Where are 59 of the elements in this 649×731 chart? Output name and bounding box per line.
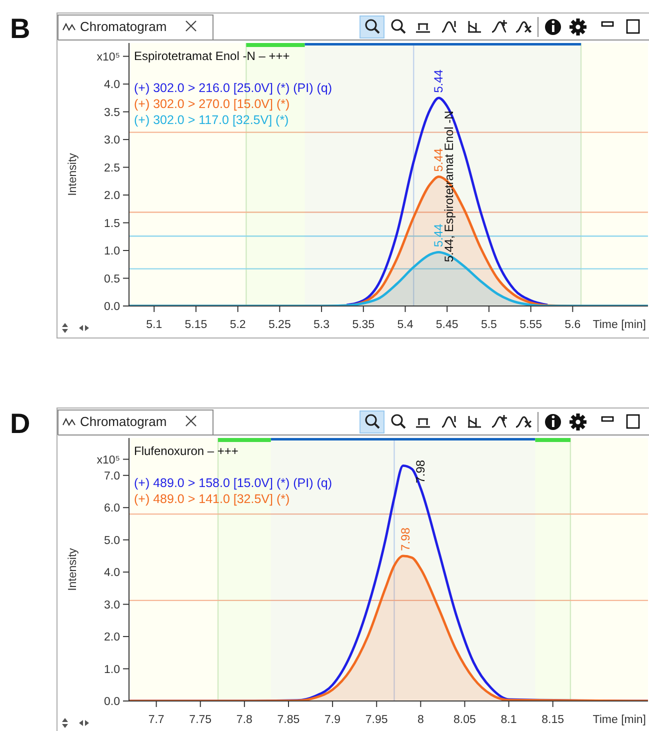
y-tick-label: x10⁵ [96,51,120,64]
text: (+) 302.0 > 117.0 [32.5V] (*) [134,113,289,127]
y-tick-label: 2.0 [104,190,120,202]
annotation: 5.44 [432,69,446,93]
y-tick-label: 1.5 [104,218,120,230]
text: Chromatogram [80,19,167,34]
y-tick-label: 3.0 [104,134,120,147]
x-tick-label: 5.5 [480,319,497,331]
y-tick-label: 1.0 [104,246,120,258]
x-tick-label: 5.15 [184,319,208,331]
x-tick-label: 7.95 [365,714,388,726]
y-tick-label: 4.0 [104,567,120,580]
y-tick-label: 0.5 [104,273,120,286]
text: Espirotetramat Enol -N – +++ [134,49,290,63]
x-tick-label: 5.6 [564,319,581,331]
x-tick-label: 8.15 [542,714,564,726]
x-tick-label: 5.1 [146,319,162,331]
y-tick-label: 3.0 [104,599,120,612]
y-tick-label: 4.0 [104,79,120,92]
line-series [345,96,549,306]
x-tick-label: 5.35 [352,319,375,331]
x-tick-label: 7.8 [236,714,252,726]
x-tick-label: 7.85 [277,714,300,726]
x-tick-label: 8 [417,714,424,726]
y-tick-label: 3.5 [104,106,120,119]
x-tick-label: 7.9 [324,714,341,726]
x-tick-label: 8.05 [454,714,476,726]
x-tick-label: 7.7 [148,714,164,726]
y-tick-label: 0.0 [104,696,120,708]
text: (+) 302.0 > 216.0 [25.0V] (*) (PI) (q) [134,81,332,95]
y-tick-label: 7.0 [104,470,120,482]
y-tick-label: 2.5 [104,162,120,174]
x-tick-label: 5.3 [314,319,330,331]
x-axis-title: Time [min] [592,319,646,331]
y-tick-label: 5.0 [104,534,120,547]
x-tick-label: 7.75 [189,714,212,726]
x-tick-label: 5.45 [436,319,458,331]
y-tick-label: 0.0 [104,301,120,313]
y-tick-label: 2.0 [104,632,120,644]
x-tick-label: 5.2 [230,319,246,331]
y-axis-title: Intensity [67,548,79,591]
x-tick-label: 8.1 [500,714,517,726]
text: (+) 489.0 > 158.0 [15.0V] (*) (PI) (q) [134,476,332,490]
text: D [10,408,30,439]
text: Chromatogram [80,414,167,429]
text: (+) 489.0 > 141.0 [32.5V] (*) [134,492,290,506]
x-tick-label: 5.25 [268,319,291,331]
x-tick-label: 5.55 [520,319,542,331]
y-tick-label: 6.0 [104,502,120,515]
annotation: 7.98 [398,527,413,551]
y-axis-title: Intensity [67,152,79,196]
annotation: 7.98 [414,460,428,484]
y-tick-label: x10⁵ [96,454,120,466]
y-tick-label: 1.0 [104,664,120,676]
x-axis-title: Time [min] [592,714,646,726]
text: (+) 302.0 > 270.0 [15.0V] (*) [134,97,290,111]
x-tick-label: 5.4 [397,319,414,331]
text: B [10,13,30,44]
text: Flufenoxuron – +++ [134,444,238,458]
